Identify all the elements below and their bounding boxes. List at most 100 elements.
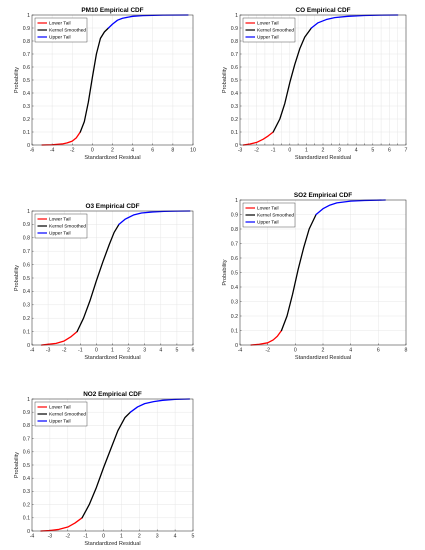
chart-2-legend-label-0: Lower Tail: [257, 21, 279, 27]
chart-3-legend-label-0: Lower Tail: [49, 217, 71, 223]
chart-5-xtick-label-6: 2: [138, 534, 141, 540]
chart-5-xtick-label-4: 0: [102, 534, 105, 540]
chart-3-ytick-label-1: 0.1: [23, 329, 30, 335]
chart-4-legend-label-2: Upper Tail: [257, 220, 279, 226]
chart-4-xtick-label-1: -2: [265, 348, 270, 354]
chart-4-ytick-label-8: 0.8: [231, 227, 238, 233]
chart-1-ytick-label-2: 0.2: [23, 117, 30, 123]
chart-4-series-upper-tail: [315, 199, 386, 216]
chart-5-xtick-label-2: -2: [65, 534, 70, 540]
chart-4-ytick-label-5: 0.5: [231, 270, 238, 276]
chart-3-series-kernel-smoothed: [76, 223, 120, 333]
chart-1-xtick-label-7: 8: [171, 148, 174, 154]
chart-3-xtick-label-10: 6: [192, 348, 195, 354]
chart-1-ytick-label-7: 0.7: [23, 52, 30, 58]
chart-4-xtick-label-3: 2: [322, 348, 325, 354]
chart-2-xtick-label-18: 6: [388, 148, 391, 154]
chart-5-series-lower-tail: [40, 517, 83, 532]
chart-3-title: O3 Empirical CDF: [86, 203, 140, 210]
chart-1-ylabel: Probability: [14, 67, 20, 93]
chart-4-legend-label-1: Kernel Smoothed: [257, 213, 294, 219]
chart-3-ylabel: Probability: [14, 265, 20, 291]
chart-4: 0 0.1 0.2 0.3 0.4 0.5 0.6 0.7 0.8 0.9 1 -4 -2 0 2 4 6 8 SO…: [222, 192, 408, 361]
chart-4-xtick-label-2: 0: [294, 348, 297, 354]
chart-5-title: NO2 Empirical CDF: [83, 391, 142, 398]
chart-4-ytick-label-4: 0.4: [231, 285, 238, 291]
chart-1-ytick-label-1: 0.1: [23, 130, 30, 136]
chart-4-ytick-label-10: 1: [235, 198, 238, 204]
chart-1-xtick-label-4: 2: [111, 148, 114, 154]
chart-1-ytick-label-4: 0.4: [23, 91, 30, 97]
chart-4-ytick-label-1: 0.1: [231, 328, 238, 334]
chart-1-series-kernel-smoothed: [79, 27, 110, 133]
chart-1-ytick-label-3: 0.3: [23, 104, 30, 110]
chart-3-xtick-label-8: 4: [159, 348, 162, 354]
chart-2-ytick-label-0: 0: [235, 143, 238, 149]
chart-2-ytick-label-5: 0.5: [231, 78, 238, 84]
chart-3-xtick-label-3: -1: [78, 348, 83, 354]
chart-2-xtick-label-6: 0: [288, 148, 291, 154]
chart-1-ytick-label-9: 0.9: [23, 26, 30, 32]
chart-2-xtick-label-20: 7: [405, 148, 408, 154]
chart-1: 0 0.1 0.2 0.3 0.4 0.5 0.6 0.7 0.8 0.9 1 -6 -4 -2 0 2 4 6 8…: [14, 7, 196, 161]
chart-1-xtick-label-8: 10: [190, 148, 196, 154]
chart-5-xlabel: Standardized Residual: [84, 541, 140, 547]
chart-5-ytick-label-10: 1: [27, 397, 30, 403]
chart-3-xtick-label-5: 1: [111, 348, 114, 354]
chart-3-ytick-label-5: 0.5: [23, 276, 30, 282]
chart-3-ytick-label-9: 0.9: [23, 222, 30, 228]
chart-5-ytick-label-8: 0.8: [23, 423, 30, 429]
chart-2-ytick-label-7: 0.7: [231, 52, 238, 58]
chart-5-xtick-label-8: 4: [174, 534, 177, 540]
chart-5-xtick-label-7: 3: [156, 534, 159, 540]
chart-1-ytick-label-0: 0: [27, 143, 30, 149]
chart-3-series-lower-tail: [41, 330, 78, 346]
chart-1-ytick-label-5: 0.5: [23, 78, 30, 84]
chart-3-ytick-label-4: 0.4: [23, 289, 30, 295]
chart-4-ytick-label-7: 0.7: [231, 241, 238, 247]
chart-2-ytick-label-10: 1: [235, 13, 238, 19]
chart-2-ytick-label-9: 0.9: [231, 26, 238, 32]
chart-3-ytick-label-2: 0.2: [23, 316, 30, 322]
chart-2-axes-box: [239, 14, 407, 146]
chart-5-ytick-label-6: 0.6: [23, 450, 30, 456]
chart-4-xlabel: Standardized Residual: [295, 355, 351, 361]
chart-1-series-lower-tail: [41, 131, 81, 146]
chart-5-xtick-label-0: -4: [30, 534, 35, 540]
chart-2-xtick-label-8: 1: [305, 148, 308, 154]
chart-4-xtick-label-0: -4: [238, 348, 243, 354]
chart-1-xtick-label-2: -2: [70, 148, 75, 154]
chart-2-ytick-label-3: 0.3: [231, 104, 238, 110]
chart-5-xtick-label-1: -3: [48, 534, 53, 540]
chart-1-legend-label-2: Upper Tail: [49, 35, 71, 41]
chart-1-ytick-label-6: 0.6: [23, 65, 30, 71]
chart-1-xtick-label-3: 0: [91, 148, 94, 154]
chart-1-xtick-label-0: -6: [30, 148, 35, 154]
chart-5-ytick-label-1: 0.1: [23, 516, 30, 522]
chart-1-ytick-label-10: 1: [27, 13, 30, 19]
chart-2-xtick-label-12: 3: [338, 148, 341, 154]
chart-3-xtick-label-6: 2: [127, 348, 130, 354]
chart-2-xtick-label-2: -2: [254, 148, 259, 154]
chart-2-xtick-label-10: 2: [322, 148, 325, 154]
chart-1-xtick-label-1: -4: [50, 148, 55, 154]
chart-2-ytick-label-2: 0.2: [231, 117, 238, 123]
chart-2-ytick-label-6: 0.6: [231, 65, 238, 71]
chart-4-ylabel: Probability: [222, 259, 228, 285]
chart-5-series-upper-tail: [129, 398, 191, 413]
chart-2-xtick-label-4: -1: [271, 148, 276, 154]
chart-5-xtick-label-3: -1: [83, 534, 88, 540]
chart-3: 0 0.1 0.2 0.3 0.4 0.5 0.6 0.7 0.8 0.9 1 -4 -3 -2 -1 0 1 2…: [14, 203, 195, 361]
chart-4-ytick-label-6: 0.6: [231, 256, 238, 262]
chart-4-xtick-label-6: 8: [405, 348, 408, 354]
chart-1-axes-box: [31, 14, 194, 146]
chart-1-xtick-label-5: 4: [131, 148, 134, 154]
chart-2-legend-label-1: Kernel Smoothed: [257, 28, 294, 34]
chart-3-legend-label-1: Kernel Smoothed: [49, 224, 86, 230]
chart-1-xtick-label-6: 6: [151, 148, 154, 154]
